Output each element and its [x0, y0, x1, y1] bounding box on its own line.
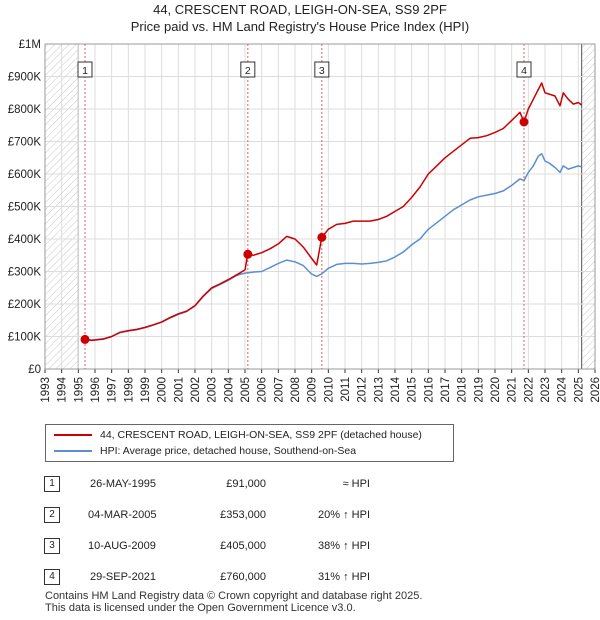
sale-label-box — [314, 61, 330, 78]
sale-date: 10-AUG-2009 — [88, 540, 156, 552]
x-tick-label: 2015 — [407, 377, 419, 403]
x-tick-label: 2019 — [473, 377, 485, 403]
plot-frame — [44, 43, 596, 370]
x-tick-label: 2008 — [290, 377, 302, 403]
sale-hpi-comparison: ≈ HPI — [342, 478, 370, 490]
x-tick-label: 2022 — [523, 377, 535, 403]
x-tick-label: 2016 — [423, 377, 435, 403]
sale-number-badge: 4 — [44, 569, 60, 585]
table-row: 3 10-AUG-2009 £405,000 38% ↑ HPI — [0, 536, 600, 556]
x-tick-label: 2017 — [440, 377, 452, 403]
sale-label-box — [77, 61, 93, 78]
x-tick-label: 2021 — [507, 377, 519, 403]
x-tick-label: 1993 — [40, 377, 52, 403]
x-tick-label: 2023 — [540, 377, 552, 403]
x-tick-label: 2024 — [557, 376, 569, 402]
sale-price: £760,000 — [220, 571, 266, 583]
sale-number-badge: 3 — [44, 538, 60, 554]
x-tick-label: 2010 — [323, 377, 335, 403]
sale-date: 26-MAY-1995 — [90, 478, 157, 490]
table-row: 1 26-MAY-1995 £91,000 ≈ HPI — [0, 474, 600, 494]
sale-price: £405,000 — [220, 540, 266, 552]
footer-line-2: This data is licensed under the Open Gov… — [45, 602, 356, 614]
y-tick-label: £500K — [8, 202, 42, 214]
x-tick-label: 1998 — [123, 377, 135, 403]
x-tick-label: 2007 — [273, 377, 285, 403]
legend-swatch-red — [54, 434, 92, 437]
sale-price: £353,000 — [220, 509, 266, 521]
sale-label-number: 1 — [82, 65, 88, 77]
legend-entry-property: 44, CRESCENT ROAD, LEIGH-ON-SEA, SS9 2PF… — [54, 428, 422, 442]
sale-hpi-comparison: 20% ↑ HPI — [318, 509, 370, 521]
y-tick-label: £200K — [8, 299, 42, 311]
footer-attribution: Contains HM Land Registry data © Crown c… — [45, 590, 422, 614]
y-tick-label: £800K — [8, 104, 42, 116]
sale-number-badge: 1 — [44, 476, 60, 492]
property-price-line — [84, 82, 583, 342]
x-tick-label: 2005 — [240, 377, 252, 403]
sale-label-number: 2 — [245, 65, 251, 77]
legend-label-hpi: HPI: Average price, detached house, Sout… — [100, 445, 357, 457]
sale-hpi-comparison: 31% ↑ HPI — [318, 571, 370, 583]
x-tick-label: 2001 — [173, 377, 185, 403]
y-tick-label: £100K — [8, 332, 42, 344]
y-tick-label: £600K — [8, 169, 42, 181]
legend-entry-hpi: HPI: Average price, detached house, Sout… — [54, 444, 356, 458]
sale-point — [519, 117, 529, 127]
x-tick-label: 1994 — [57, 376, 69, 402]
x-tick-label: 2025 — [573, 377, 585, 403]
x-tick-label: 2020 — [490, 377, 502, 403]
sale-label-box — [516, 61, 532, 78]
x-tick-label: 2002 — [190, 377, 202, 403]
legend-swatch-blue — [54, 450, 92, 453]
y-tick-label: £300K — [8, 267, 42, 279]
x-tick-label: 2026 — [590, 377, 600, 403]
x-tick-label: 2004 — [223, 376, 235, 402]
x-tick-label: 2013 — [373, 377, 385, 403]
x-tick-label: 1999 — [140, 377, 152, 403]
sale-price: £91,000 — [226, 478, 266, 490]
y-tick-label: £1M — [19, 39, 41, 51]
x-tick-label: 2009 — [307, 377, 319, 403]
x-tick-label: 1996 — [90, 377, 102, 403]
x-tick-label: 2018 — [457, 377, 469, 403]
sale-label-number: 3 — [319, 65, 325, 77]
sale-date: 04-MAR-2005 — [88, 509, 157, 521]
sale-hpi-comparison: 38% ↑ HPI — [318, 540, 370, 552]
x-tick-label: 1997 — [107, 377, 119, 403]
sale-date: 29-SEP-2021 — [90, 571, 157, 583]
y-tick-label: £400K — [8, 234, 42, 246]
price-chart: £0 £100K £200K £300K £400K £500K £600K £700K £80… — [8, 39, 600, 403]
x-tick-label: 2011 — [340, 377, 352, 402]
sale-point — [243, 249, 253, 259]
chart-legend: 44, CRESCENT ROAD, LEIGH-ON-SEA, SS9 2PF… — [45, 424, 454, 462]
sale-number-badge: 2 — [44, 507, 60, 523]
table-row: 2 04-MAR-2005 £353,000 20% ↑ HPI — [0, 505, 600, 525]
x-tick-label: 2003 — [207, 377, 219, 403]
chart-subtitle: Price paid vs. HM Land Registry's House … — [130, 19, 470, 34]
chart-title: 44, CRESCENT ROAD, LEIGH-ON-SEA, SS9 2PF — [153, 2, 447, 17]
x-tick-label: 2014 — [390, 376, 402, 402]
y-tick-label: £0 — [28, 364, 41, 376]
y-tick-label: £700K — [8, 137, 42, 149]
x-tick-label: 2006 — [257, 377, 269, 403]
sale-label-number: 4 — [521, 65, 527, 77]
x-tick-label: 1995 — [73, 377, 85, 403]
legend-label-property: 44, CRESCENT ROAD, LEIGH-ON-SEA, SS9 2PF… — [100, 429, 422, 441]
sale-label-box — [240, 61, 256, 78]
x-tick-label: 2012 — [357, 377, 369, 403]
sale-point — [317, 232, 327, 242]
table-row: 4 29-SEP-2021 £760,000 31% ↑ HPI — [0, 567, 600, 587]
x-tick-label: 2000 — [157, 377, 169, 403]
sale-point — [80, 334, 90, 344]
y-tick-label: £900K — [8, 72, 42, 84]
footer-line-1: Contains HM Land Registry data © Crown c… — [45, 590, 423, 602]
